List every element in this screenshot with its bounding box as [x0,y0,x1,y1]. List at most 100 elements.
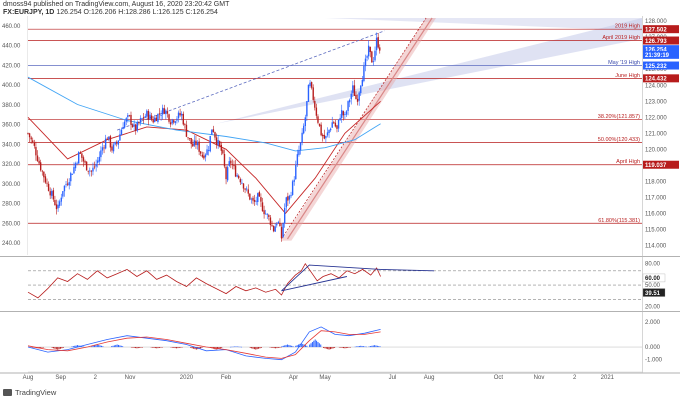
macd-histogram-bar [180,347,182,348]
macd-pane[interactable] [27,326,642,361]
candle-body [158,113,161,115]
candle-body [84,161,86,163]
left-axis-tick-label: 240.00 [2,241,21,247]
candle-body [192,143,194,147]
candle-body [60,197,62,202]
macd-histogram-bar [194,347,196,350]
macd-histogram-bar [286,344,288,348]
macd-histogram-bar [157,347,159,349]
candle-body [190,138,192,145]
candle-body [46,182,48,184]
macd-histogram-bar [116,344,118,348]
candle-body [139,118,142,123]
macd-histogram-bar [229,346,231,348]
candle-body [325,135,327,139]
macd-histogram-bar [340,347,342,348]
candle-body [101,147,104,151]
published-line: dmoss94 published on TradingView.com, Au… [3,1,230,8]
candle-body [163,108,165,114]
candle-body [260,197,262,202]
candle-body [238,175,240,179]
macd-histogram-bar [112,345,114,348]
left-axis-tick-label: 440.00 [2,44,21,50]
macd-histogram-bar [311,342,313,348]
macd-histogram-bar [292,346,294,348]
macd-histogram-bar [259,347,261,349]
macd-histogram-bar [173,347,175,348]
candle-body [111,146,113,151]
macd-histogram-bar [193,347,195,349]
macd-histogram-bar [75,345,77,348]
macd-histogram-bar [376,345,378,348]
x-axis-tick-label: Apr [289,375,298,381]
x-axis-tick-label: 2 [573,375,577,381]
tradingview-watermark: TradingView [3,388,56,397]
candle-body [120,129,123,135]
macd-histogram-bar [94,345,96,348]
price-tag [643,160,679,169]
candle-body [195,140,197,145]
macd-histogram-bar [298,344,300,348]
macd-histogram-bar [200,347,202,349]
macd-line [27,326,381,361]
candle-body [287,196,289,201]
candle-body [283,207,286,224]
left-axis-tick-label: 460.00 [2,24,21,30]
macd-histogram-bar [219,347,221,349]
candle-body [296,154,299,165]
candle-body [171,119,173,124]
candle-body [356,98,359,102]
candle-body [87,170,89,172]
candle-body [147,111,150,120]
macd-histogram-bar [181,347,183,348]
macd-histogram-bar [372,345,374,348]
macd-histogram-bar [57,347,59,350]
price-tag [643,25,679,34]
rsi-trendline [281,276,347,292]
candle-body [28,133,31,138]
price-tag-label: 127.502 [645,27,667,33]
macd-histogram-bar [231,346,233,348]
candle-body [97,160,99,163]
candle-body [242,183,245,189]
macd-histogram-bar [51,347,53,348]
macd-histogram-bar [332,347,334,349]
macd-histogram-bar [171,347,173,348]
candle-body [187,137,189,139]
rsi-pane[interactable] [27,262,642,300]
candle-body [369,46,371,53]
candle-body [322,134,324,137]
macd-histogram-bar [324,347,326,349]
candle-body [74,163,77,169]
macd-histogram-bar [111,346,113,348]
price-pane[interactable]: 2019 High April 2019 High May '19 High June… [27,17,642,242]
right-axis-tick-label: 128.000 [645,19,667,25]
macd-histogram-bar [236,346,238,348]
candle-body [328,129,330,134]
macd-histogram-bar [251,347,253,349]
candle-body [103,147,105,149]
macd-histogram-bar [302,343,304,348]
candle-body [268,215,270,217]
right-axis-tick-label: 121.000 [645,131,667,137]
macd-histogram-bar [41,347,43,348]
macd-histogram-bar [329,347,331,350]
candle-body [38,160,40,164]
background-layer [0,16,680,374]
rsi-tick-label: 80.00 [645,262,661,268]
candle-body [154,117,156,122]
macd-histogram-bar [345,347,347,349]
macd-histogram-bar [344,347,346,349]
candle-body [142,117,145,119]
macd-histogram-bar [59,347,61,349]
macd-histogram-bar [275,347,277,349]
candle-body [90,170,93,172]
macd-histogram-bar [130,347,132,348]
right-axis-tick-label: 124.000 [645,83,667,89]
macd-histogram-bar [270,347,272,348]
candle-body [127,115,129,118]
candle-body [123,121,126,128]
candle-body [230,160,232,164]
macd-histogram-bar [354,346,356,348]
